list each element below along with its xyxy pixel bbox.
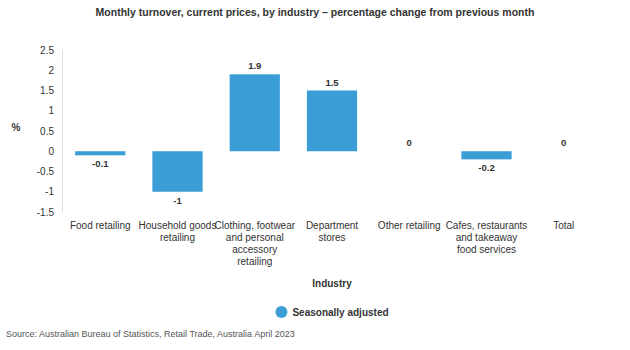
label-line: food services <box>457 244 516 255</box>
bar <box>230 74 280 151</box>
x-tick: Total <box>553 212 574 231</box>
data-label: 0 <box>561 137 566 148</box>
legend-item: Seasonally adjusted <box>275 306 388 318</box>
label-line: Department <box>306 220 358 231</box>
y-tick-label: 2 <box>48 65 54 76</box>
x-tick: Food retailing <box>70 212 131 231</box>
y-tick-label: 1 <box>48 105 54 116</box>
y-axis: -1.5 -1 -0.5 0 0.5 1 1.5 2 2.5 <box>37 45 63 218</box>
plot: -1.5 -1 -0.5 0 0.5 1 1.5 2 2.5 Food retailing Hous… <box>37 45 575 267</box>
x-tick-label: Food retailing <box>70 220 131 231</box>
legend: Seasonally adjusted <box>275 306 388 318</box>
chart: Monthly turnover, current prices, by ind… <box>0 0 630 350</box>
y-tick-label: 0.5 <box>40 126 54 137</box>
label-line: and takeaway <box>456 232 518 243</box>
bar <box>307 91 357 152</box>
x-tick-label: Departmentstores <box>306 220 358 243</box>
data-label: 1.5 <box>325 77 339 88</box>
x-tick-label: Clothing, footwearand personalaccessoryr… <box>214 220 295 267</box>
label-line: accessory <box>232 244 277 255</box>
x-tick: Departmentstores <box>306 212 358 243</box>
y-tick: 0 <box>48 146 62 157</box>
data-label: 0 <box>407 137 412 148</box>
label-line: Household goods <box>139 220 217 231</box>
y-tick-label: 2.5 <box>40 45 54 56</box>
data-label: -0.2 <box>478 162 494 173</box>
bar <box>75 151 125 155</box>
x-axis: Food retailingHousehold goodsretailingCl… <box>70 212 574 267</box>
bar <box>384 151 434 152</box>
x-tick: Other retailing <box>378 212 441 231</box>
label-line: Food retailing <box>70 220 131 231</box>
x-tick-label: Other retailing <box>378 220 441 231</box>
y-axis-line <box>62 51 63 213</box>
x-tick: Cafes, restaurantsand takeawayfood servi… <box>446 212 528 255</box>
legend-swatch <box>275 306 287 318</box>
y-tick: 0.5 <box>40 126 62 137</box>
x-axis-title: Industry <box>312 278 352 289</box>
label-line: and personal <box>226 232 284 243</box>
bar <box>539 151 589 152</box>
x-tick-label: Total <box>553 220 574 231</box>
source: Source: Australian Bureau of Statistics,… <box>6 329 295 339</box>
y-tick-label: 0 <box>48 146 54 157</box>
data-label: -1 <box>173 195 182 206</box>
x-tick: Household goodsretailing <box>139 212 217 243</box>
label-line: retailing <box>237 256 272 267</box>
y-tick: -0.5 <box>37 166 62 177</box>
label-line: stores <box>318 232 345 243</box>
label-line: Clothing, footwear <box>214 220 295 231</box>
bars <box>75 74 511 191</box>
label-line: Cafes, restaurants <box>446 220 528 231</box>
data-label: 1.9 <box>248 60 261 71</box>
y-tick-label: -0.5 <box>37 166 55 177</box>
y-tick-label: -1 <box>45 186 54 197</box>
label-line: Total <box>553 220 574 231</box>
y-tick-label: 1.5 <box>40 85 54 96</box>
x-tick-label: Household goodsretailing <box>139 220 217 243</box>
label-line: retailing <box>160 232 195 243</box>
y-tick: 2.5 <box>40 45 62 56</box>
y-tick: 1 <box>48 105 62 116</box>
title: Monthly turnover, current prices, by ind… <box>96 6 535 18</box>
bar <box>461 151 511 159</box>
data-labels: -0.1 -1 1.9 1.5 0 -0.2 0 <box>92 60 566 205</box>
x-tick: Clothing, footwearand personalaccessoryr… <box>214 212 295 267</box>
y-tick: 2 <box>48 65 62 76</box>
x-tick-label: Cafes, restaurantsand takeawayfood servi… <box>446 220 528 255</box>
legend-label: Seasonally adjusted <box>292 307 388 318</box>
bar <box>152 151 202 192</box>
y-axis-title: % <box>12 122 21 133</box>
label-line: Other retailing <box>378 220 441 231</box>
y-tick: -1 <box>45 186 62 197</box>
y-tick: -1.5 <box>37 207 62 218</box>
data-label: -0.1 <box>92 158 109 169</box>
y-tick: 1.5 <box>40 85 62 96</box>
y-tick-label: -1.5 <box>37 207 55 218</box>
